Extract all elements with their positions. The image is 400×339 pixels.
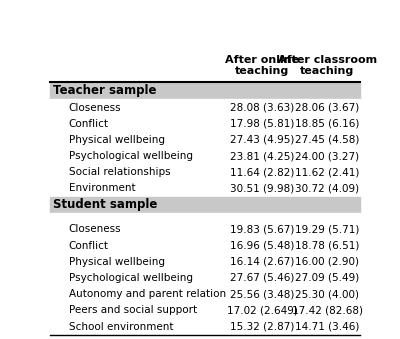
Text: 16.14 (2.67): 16.14 (2.67) (230, 257, 294, 267)
Text: Autonomy and parent relation: Autonomy and parent relation (69, 289, 226, 299)
Bar (50, 82, 360, 99)
Text: 17.98 (5.81): 17.98 (5.81) (230, 119, 294, 129)
Text: 11.62 (2.41): 11.62 (2.41) (295, 167, 360, 177)
Bar (50, 302, 360, 318)
Text: 18.78 (6.51): 18.78 (6.51) (295, 241, 360, 251)
Bar (50, 221, 360, 238)
Bar (50, 116, 360, 132)
Text: School environment: School environment (69, 321, 173, 332)
Text: 15.32 (2.87): 15.32 (2.87) (230, 321, 294, 332)
Bar (50, 318, 360, 335)
Text: 17.42 (82.68): 17.42 (82.68) (292, 305, 363, 315)
Text: 19.29 (5.71): 19.29 (5.71) (295, 224, 360, 234)
Text: 25.56 (3.48): 25.56 (3.48) (230, 289, 294, 299)
Text: Conflict: Conflict (69, 241, 109, 251)
Bar (50, 286, 360, 302)
Text: 11.64 (2.82): 11.64 (2.82) (230, 167, 294, 177)
Text: 27.09 (5.49): 27.09 (5.49) (295, 273, 360, 283)
Text: Peers and social support: Peers and social support (69, 305, 197, 315)
Text: 27.67 (5.46): 27.67 (5.46) (230, 273, 294, 283)
Text: 17.02 (2.649): 17.02 (2.649) (227, 305, 298, 315)
Text: Conflict: Conflict (69, 119, 109, 129)
Text: Closeness: Closeness (69, 224, 121, 234)
Bar (50, 270, 360, 286)
Text: Teacher sample: Teacher sample (53, 84, 157, 97)
Text: After online
teaching: After online teaching (225, 55, 300, 76)
Text: Student sample: Student sample (53, 199, 158, 212)
Text: Physical wellbeing: Physical wellbeing (69, 135, 165, 145)
Text: 28.06 (3.67): 28.06 (3.67) (295, 102, 360, 113)
Bar (50, 238, 360, 254)
Bar (50, 132, 360, 148)
Text: 27.43 (4.95): 27.43 (4.95) (230, 135, 294, 145)
Text: 25.30 (4.00): 25.30 (4.00) (296, 289, 360, 299)
Bar (50, 164, 360, 180)
Text: After classroom
teaching: After classroom teaching (278, 55, 377, 76)
Text: 18.85 (6.16): 18.85 (6.16) (295, 119, 360, 129)
Bar (50, 48, 360, 82)
Text: Physical wellbeing: Physical wellbeing (69, 257, 165, 267)
Text: 30.51 (9.98): 30.51 (9.98) (230, 183, 294, 194)
Text: 16.00 (2.90): 16.00 (2.90) (296, 257, 360, 267)
Text: 19.83 (5.67): 19.83 (5.67) (230, 224, 294, 234)
Text: 14.71 (3.46): 14.71 (3.46) (295, 321, 360, 332)
Text: 28.08 (3.63): 28.08 (3.63) (230, 102, 294, 113)
Text: 16.96 (5.48): 16.96 (5.48) (230, 241, 294, 251)
Bar (50, 99, 360, 116)
Bar (50, 180, 360, 197)
Bar (50, 254, 360, 270)
Text: 23.81 (4.25): 23.81 (4.25) (230, 151, 294, 161)
Text: Psychological wellbeing: Psychological wellbeing (69, 151, 193, 161)
Text: Social relationships: Social relationships (69, 167, 170, 177)
Text: Closeness: Closeness (69, 102, 121, 113)
Bar (50, 197, 360, 214)
Bar (50, 148, 360, 164)
Text: Psychological wellbeing: Psychological wellbeing (69, 273, 193, 283)
Bar (50, 214, 360, 221)
Text: 27.45 (4.58): 27.45 (4.58) (295, 135, 360, 145)
Text: Environment: Environment (69, 183, 135, 194)
Text: 24.00 (3.27): 24.00 (3.27) (295, 151, 360, 161)
Text: 30.72 (4.09): 30.72 (4.09) (295, 183, 360, 194)
